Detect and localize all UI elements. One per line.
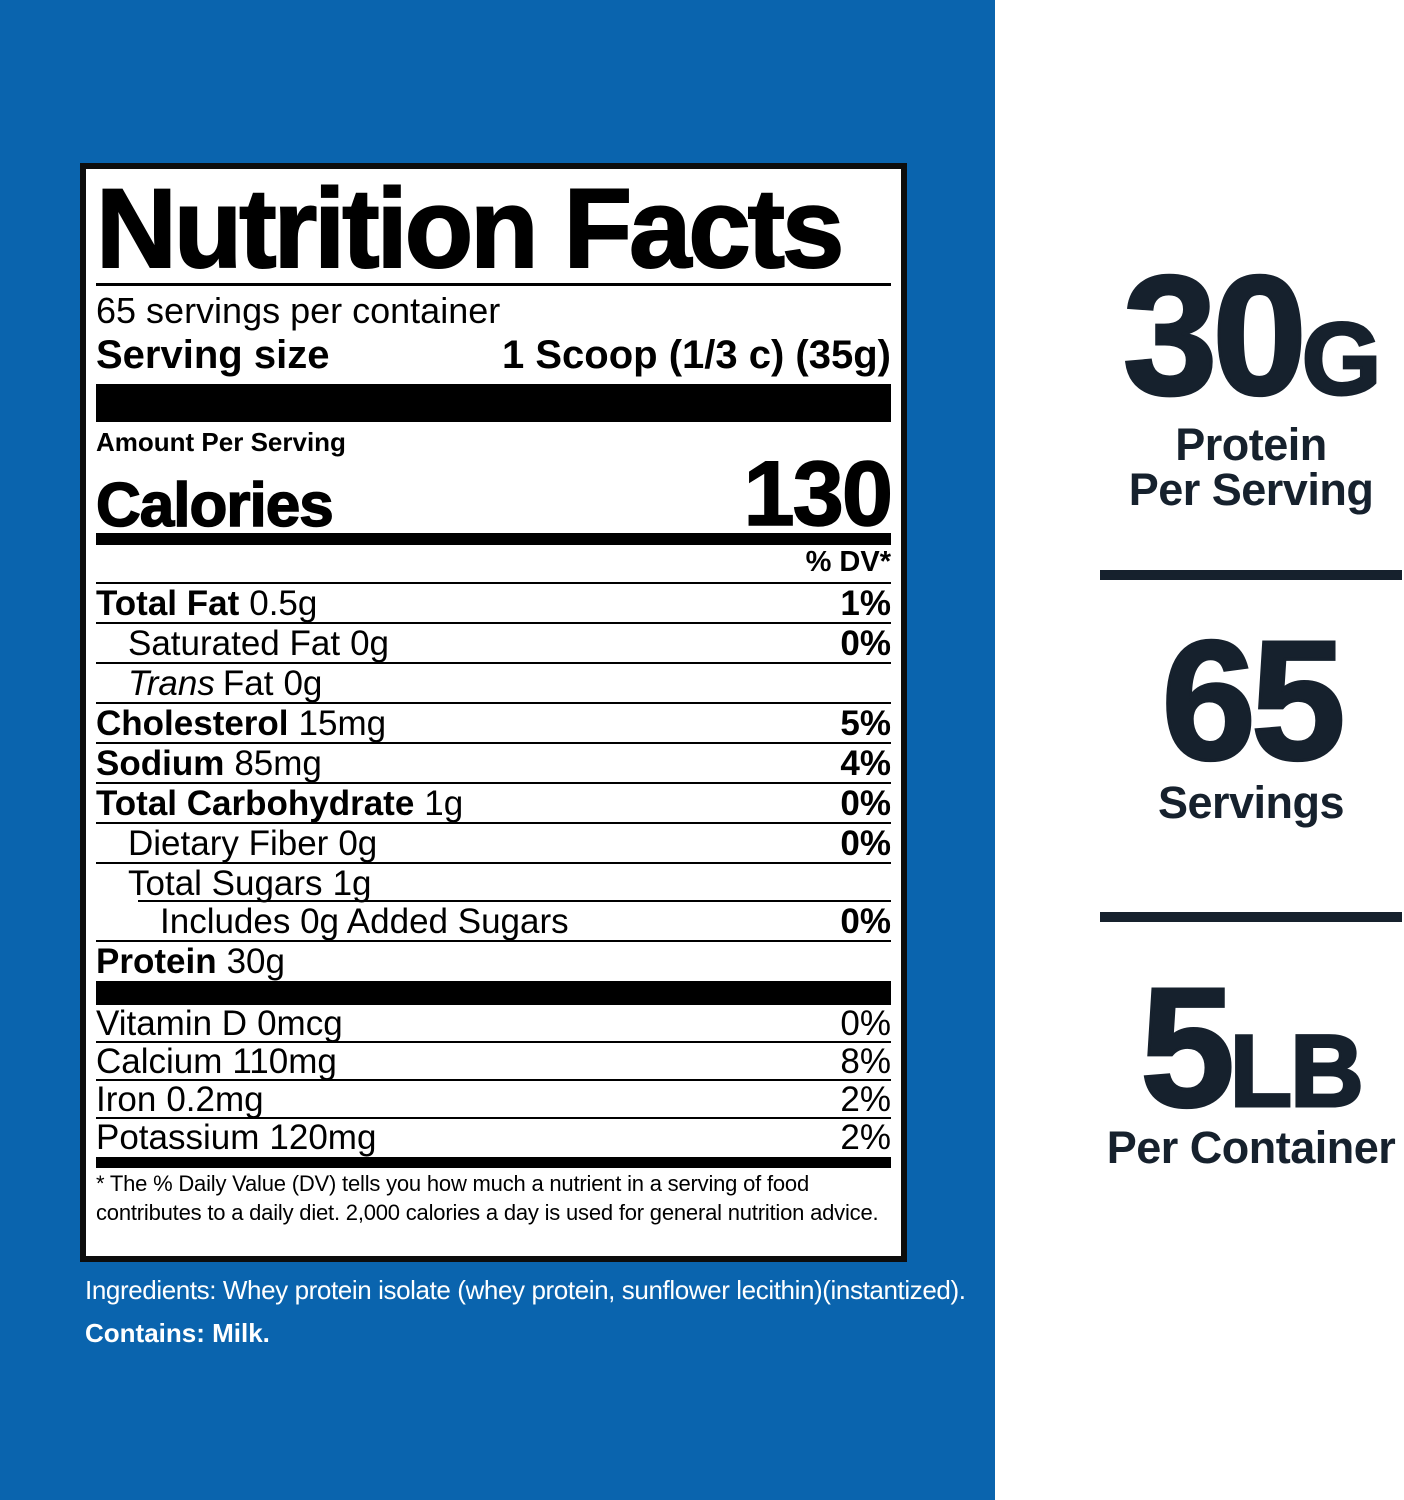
servings-stat-label-line1: Servings <box>1157 777 1345 828</box>
daily-value-percent: 8% <box>840 1041 891 1081</box>
vitamin-row: Vitamin D 0mcg 0% <box>96 1005 891 1041</box>
vitamin-row: Iron 0.2mg 2% <box>96 1079 891 1117</box>
weight-stat-label: Per Container <box>1100 1125 1402 1170</box>
separator-bar-protein <box>96 981 891 1006</box>
stats-divider-2 <box>1100 912 1402 922</box>
nutrient-row: Protein 30g <box>96 940 891 980</box>
nutrient-row: Saturated Fat 0g 0% <box>96 622 891 662</box>
weight-stat: 5LB <box>1100 962 1402 1135</box>
nutrient-name: Saturated Fat 0g <box>128 623 390 663</box>
nutrient-row: Total Fat 0.5g 1% <box>96 584 891 622</box>
nutrient-amount: 1g <box>332 863 372 903</box>
separator-bar-medium <box>96 533 891 546</box>
nutrient-name: Trans Fat 0g <box>128 663 323 703</box>
protein-grams-stat: 30G <box>1100 250 1402 423</box>
nutrient-amount: 15mg <box>298 703 387 743</box>
daily-value-footnote: * The % Daily Value (DV) tells you how m… <box>96 1171 879 1225</box>
nutrient-row: Includes 0g Added Sugars 0% <box>96 900 891 941</box>
daily-value-percent: 4% <box>840 743 891 783</box>
nutrient-amount: 0mcg <box>257 1003 343 1043</box>
nutrient-name: Dietary Fiber 0g <box>128 823 378 863</box>
daily-value-percent: 1% <box>840 583 891 623</box>
nutrient-name: Total Fat 0.5g <box>96 583 318 623</box>
daily-value-percent: 0% <box>840 783 891 823</box>
nutrient-amount: 0.5g <box>249 583 318 623</box>
protein-grams-unit: G <box>1300 302 1382 416</box>
nutrient-name: Sodium 85mg <box>96 743 322 783</box>
nutrient-name: Iron 0.2mg <box>96 1079 264 1119</box>
nutrient-name: Total Sugars 1g <box>128 863 372 903</box>
weight-unit: LB <box>1228 1014 1365 1128</box>
daily-value-percent: 0% <box>840 823 891 863</box>
protein-stat-label-line1: Protein <box>1175 419 1327 470</box>
nutrient-name: Protein 30g <box>96 941 285 981</box>
serving-size-value: 1 Scoop (1/3 c) (35g) <box>502 333 891 378</box>
daily-value-percent: 0% <box>840 623 891 663</box>
stats-divider-1 <box>1100 570 1402 580</box>
nutrient-amount: 120mg <box>269 1117 377 1157</box>
servings-per-container: 65 servings per container <box>96 290 501 332</box>
nutrient-row: Trans Fat 0g <box>96 662 891 702</box>
separator-bar-thick <box>96 384 891 423</box>
nutrient-row: Cholesterol 15mg 5% <box>96 702 891 742</box>
nutrient-amount: 85mg <box>234 743 322 783</box>
serving-size-row: Serving size 1 Scoop (1/3 c) (35g) <box>96 332 891 378</box>
nutrient-name: Total Carbohydrate 1g <box>96 783 464 823</box>
vitamin-rows: Vitamin D 0mcg 0% Calcium 110mg 8% Iron 0.2mg 2%… <box>96 1005 891 1155</box>
side-stats-panel: 30G Protein Per Serving 65 Servings 5LB P… <box>995 0 1404 1500</box>
vitamin-row: Calcium 110mg 8% <box>96 1041 891 1079</box>
daily-value-percent: 2% <box>840 1117 891 1157</box>
nutrient-amount: 110mg <box>232 1041 337 1081</box>
vitamin-row: Potassium 120mg 2% <box>96 1117 891 1155</box>
daily-value-header: % DV* <box>96 545 891 585</box>
title-rule <box>96 283 891 287</box>
nutrient-name: Includes 0g Added Sugars <box>160 901 569 941</box>
nutrient-name: Potassium 120mg <box>96 1117 377 1157</box>
nutrient-name: Vitamin D 0mcg <box>96 1003 343 1043</box>
protein-stat-label: Protein Per Serving <box>1100 422 1402 516</box>
weight-stat-label-line1: Per Container <box>1106 1122 1396 1173</box>
nutrient-amount: 30g <box>226 941 285 981</box>
daily-value-percent: 5% <box>840 703 891 743</box>
nutrient-amount: 0.2mg <box>166 1079 264 1119</box>
nutrient-name: Cholesterol 15mg <box>96 703 387 743</box>
weight-value: 5 <box>1139 953 1237 1143</box>
daily-value-percent: 0% <box>840 901 891 941</box>
servings-stat: 65 <box>1100 615 1402 788</box>
servings-stat-label: Servings <box>1100 780 1402 825</box>
nutrition-facts-title: Nutrition Facts <box>95 166 845 291</box>
calories-row: Calories 130 <box>95 442 894 545</box>
contains-line: Contains: Milk. <box>85 1318 270 1349</box>
nutrient-amount: 0g <box>350 623 390 663</box>
nutrient-row: Total Carbohydrate 1g 0% <box>96 782 891 822</box>
amount-per-serving-label: Amount Per Serving <box>96 427 346 458</box>
calories-value: 130 <box>743 442 894 545</box>
nutrient-amount: 0g <box>283 663 323 703</box>
nutrient-rows: Total Fat 0.5g 1% Saturated Fat 0g 0% Trans Fat… <box>96 584 891 980</box>
serving-size-label: Serving size <box>96 333 330 378</box>
daily-value-percent: 2% <box>840 1079 891 1119</box>
protein-stat-label-line2: Per Serving <box>1128 464 1374 516</box>
side-stats-inner: 30G Protein Per Serving 65 Servings 5LB P… <box>1100 0 1402 1500</box>
calories-label: Calories <box>95 470 334 540</box>
separator-bar-footnote <box>96 1157 891 1169</box>
nutrient-row: Total Sugars 1g <box>96 862 891 902</box>
protein-grams-value: 30 <box>1121 241 1308 431</box>
nutrient-row: Dietary Fiber 0g 0% <box>96 822 891 862</box>
nutrient-amount: 0g <box>338 823 378 863</box>
nutrient-row: Sodium 85mg 4% <box>96 742 891 782</box>
nutrient-name: Calcium 110mg <box>96 1041 337 1081</box>
servings-value: 65 <box>1160 606 1347 796</box>
nutrient-amount: 1g <box>424 783 464 823</box>
ingredients-line: Ingredients: Whey protein isolate (whey … <box>85 1275 966 1305</box>
nutrition-facts-label: Nutrition Facts 65 servings per containe… <box>80 163 907 1262</box>
ingredients-block: Ingredients: Whey protein isolate (whey … <box>85 1275 997 1349</box>
daily-value-percent: 0% <box>840 1003 891 1043</box>
